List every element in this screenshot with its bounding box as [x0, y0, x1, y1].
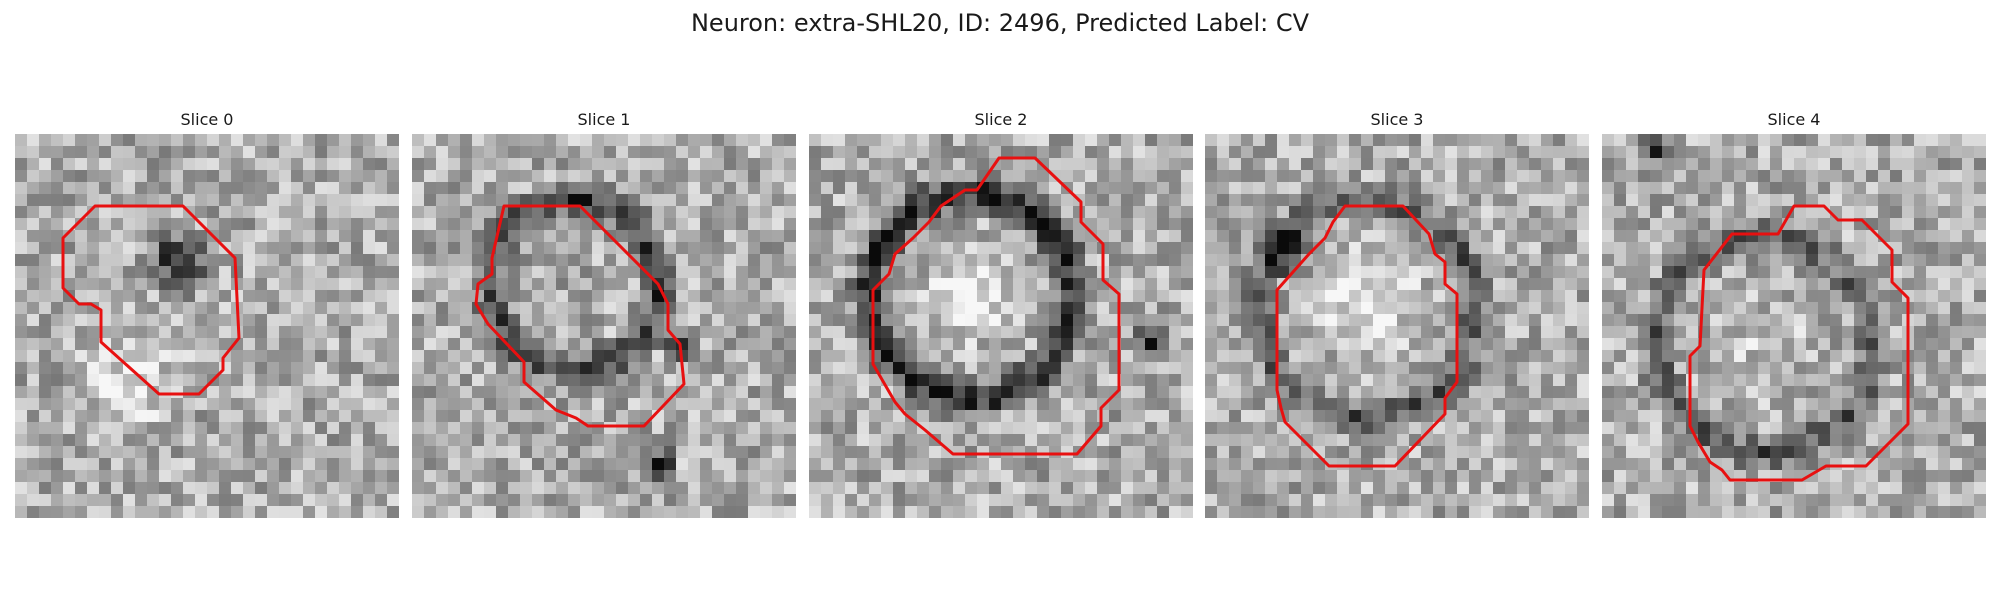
slice-title: Slice 2 [974, 110, 1028, 129]
slice-panel-4: Slice 4 [1602, 108, 1986, 518]
slice-image [1602, 134, 1986, 518]
slice-title: Slice 0 [180, 110, 234, 129]
slice-panel-1: Slice 1 [412, 108, 796, 518]
slice-pixels [1205, 134, 1589, 518]
slice-pixels [412, 134, 796, 518]
slice-image [809, 134, 1193, 518]
segmentation-contour [1688, 204, 1910, 482]
slice-pixels [1602, 134, 1986, 518]
slice-pixels [809, 134, 1193, 518]
slice-image [1205, 134, 1589, 518]
slice-pixels [15, 134, 399, 518]
slice-panel-2: Slice 2 [809, 108, 1193, 518]
figure-title: Neuron: extra-SHL20, ID: 2496, Predicted… [690, 9, 1310, 37]
slice-title: Slice 3 [1370, 110, 1424, 129]
slice-panel-3: Slice 3 [1205, 108, 1589, 518]
slice-title: Slice 1 [577, 110, 631, 129]
slice-panel-0: Slice 0 [15, 108, 399, 518]
slice-image [15, 134, 399, 518]
segmentation-contour [474, 204, 686, 428]
slice-image [412, 134, 796, 518]
segmentation-contour [61, 204, 241, 396]
segmentation-contour [1275, 204, 1459, 468]
segmentation-contour [871, 156, 1121, 456]
slice-title: Slice 4 [1767, 110, 1821, 129]
